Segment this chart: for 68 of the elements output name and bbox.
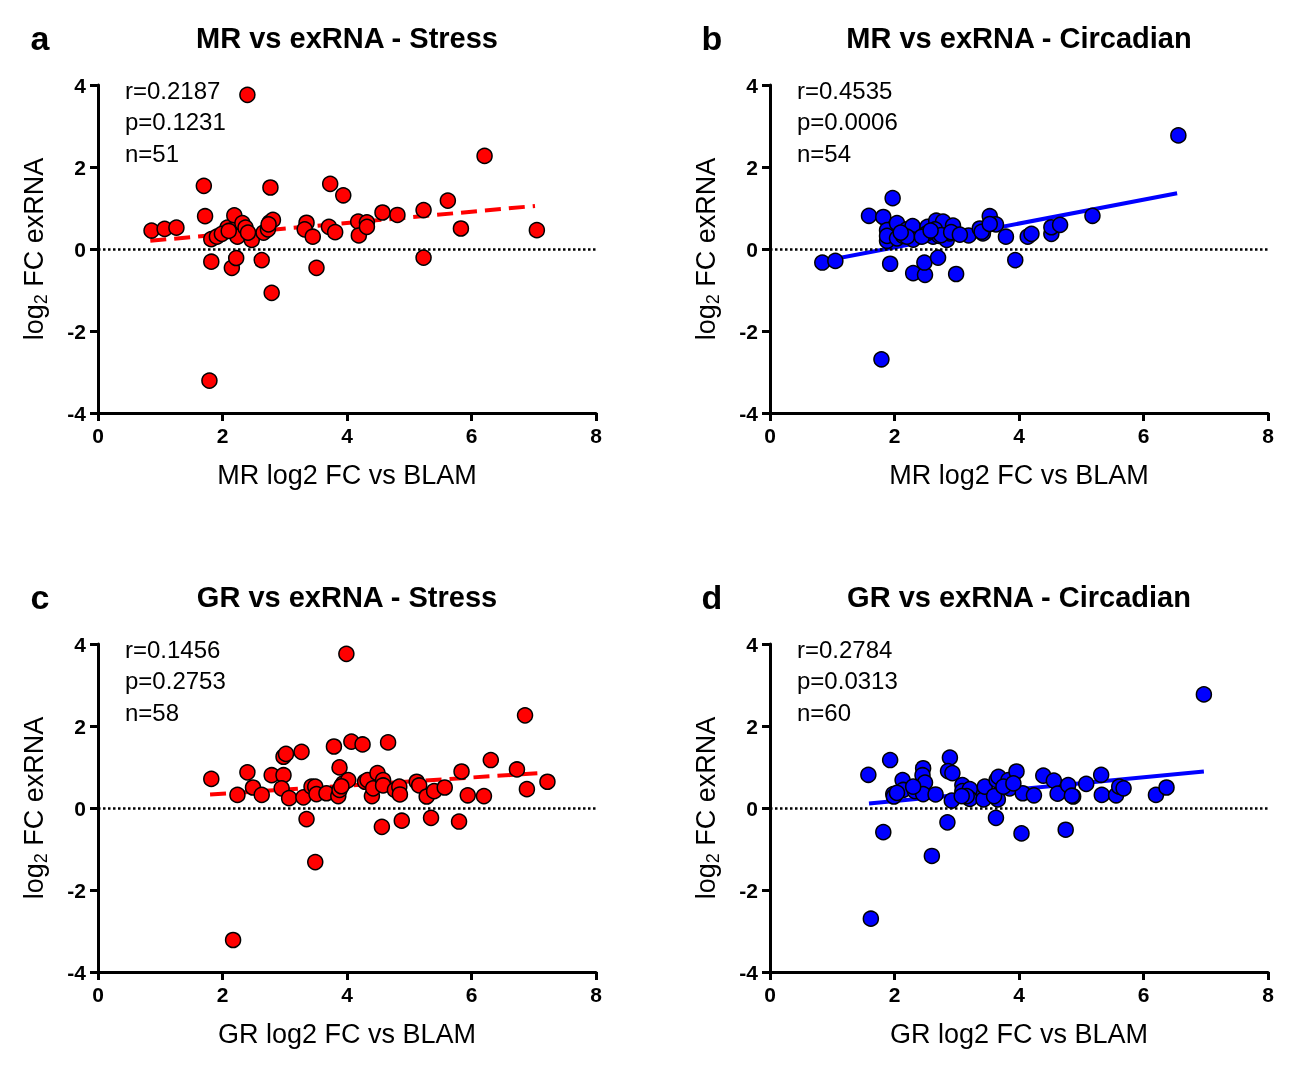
annotation: r=0.2187 [125,76,221,104]
x-tick-label: 8 [1262,424,1275,447]
annotation: p=0.2753 [125,667,226,694]
x-axis-title: MR log2 FC vs BLAM [889,459,1149,490]
x-axis-title: GR log2 FC vs BLAM [889,1018,1149,1049]
x-tick-label: 8 [590,983,603,1006]
annotation: r=0.1456 [125,635,221,663]
x-tick-label: 6 [1137,983,1150,1006]
y-axis-title: log2 FC exRNA [691,716,723,900]
y-tick-label: 0 [746,796,758,820]
x-tick-label: 2 [216,424,229,447]
y-tick-label: 2 [746,714,758,738]
chart-title: MR vs exRNA - Circadian [846,22,1192,54]
x-tick-label: 4 [341,424,354,447]
text: d [701,578,723,616]
y-tick-label: -2 [739,319,758,343]
x-tick-label: 2 [888,983,901,1006]
y-tick-label: -4 [67,960,87,984]
x-tick-label: 4 [1013,424,1026,447]
y-tick-label: -2 [739,878,758,902]
y-axis-title: log2 FC exRNA [19,716,51,900]
x-tick-label: 4 [341,983,354,1006]
x-tick-label: 8 [590,424,603,447]
y-tick-label: 2 [74,155,86,179]
x-tick-label: 2 [216,983,229,1006]
y-tick-label: -4 [739,401,759,425]
y-tick-label: -4 [739,960,759,984]
x-tick-label: 6 [1137,424,1150,447]
x-tick-label: 4 [1013,983,1026,1006]
annotation: r=0.2784 [797,635,893,663]
chart-title: GR vs exRNA - Circadian [847,581,1191,613]
x-tick-label: 6 [465,424,478,447]
x-axis-title: GR log2 FC vs BLAM [217,1018,477,1049]
y-axis-title: log2 FC exRNA [19,157,51,341]
annotation: n=60 [797,698,852,726]
x-axis-title: MR log2 FC vs BLAM [217,459,477,490]
annotation: n=51 [125,139,180,167]
y-tick-label: 2 [74,714,86,738]
chart-title: GR vs exRNA - Stress [196,581,498,613]
y-tick-label: 0 [74,796,86,820]
x-tick-label: 6 [465,983,478,1006]
y-tick-label: -2 [67,319,86,343]
x-tick-label: 0 [764,424,776,447]
y-tick-label: 4 [746,73,759,97]
annotation: p=0.1231 [125,108,226,135]
annotation: p=0.0313 [797,667,898,694]
text: b [701,19,723,57]
text: c [30,578,50,616]
y-tick-label: -4 [67,401,87,425]
y-tick-label: 4 [74,632,87,656]
y-tick-label: 0 [74,237,86,261]
x-tick-label: 8 [1262,983,1275,1006]
y-tick-label: 4 [746,632,759,656]
x-tick-label: 2 [888,424,901,447]
y-axis-title: log2 FC exRNA [691,157,723,341]
y-tick-label: -2 [67,878,86,902]
y-tick-label: 0 [746,237,758,261]
annotation: n=54 [797,139,852,167]
y-tick-label: 2 [746,155,758,179]
annotation: r=0.4535 [797,76,893,104]
y-tick-label: 4 [74,73,87,97]
x-tick-label: 0 [92,424,104,447]
x-tick-label: 0 [92,983,104,1006]
chart-title: MR vs exRNA - Stress [196,22,498,54]
annotation: p=0.0006 [797,108,898,135]
annotation: n=58 [125,698,180,726]
x-tick-label: 0 [764,983,776,1006]
text: a [30,19,51,57]
